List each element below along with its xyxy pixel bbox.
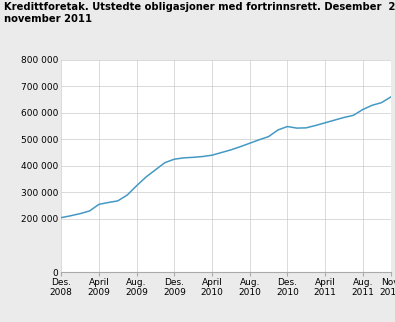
- Text: Kredittforetak. Utstedte obligasjoner med fortrinnsrett. Desember  2008-: Kredittforetak. Utstedte obligasjoner me…: [4, 2, 395, 12]
- Text: november 2011: november 2011: [4, 14, 92, 24]
